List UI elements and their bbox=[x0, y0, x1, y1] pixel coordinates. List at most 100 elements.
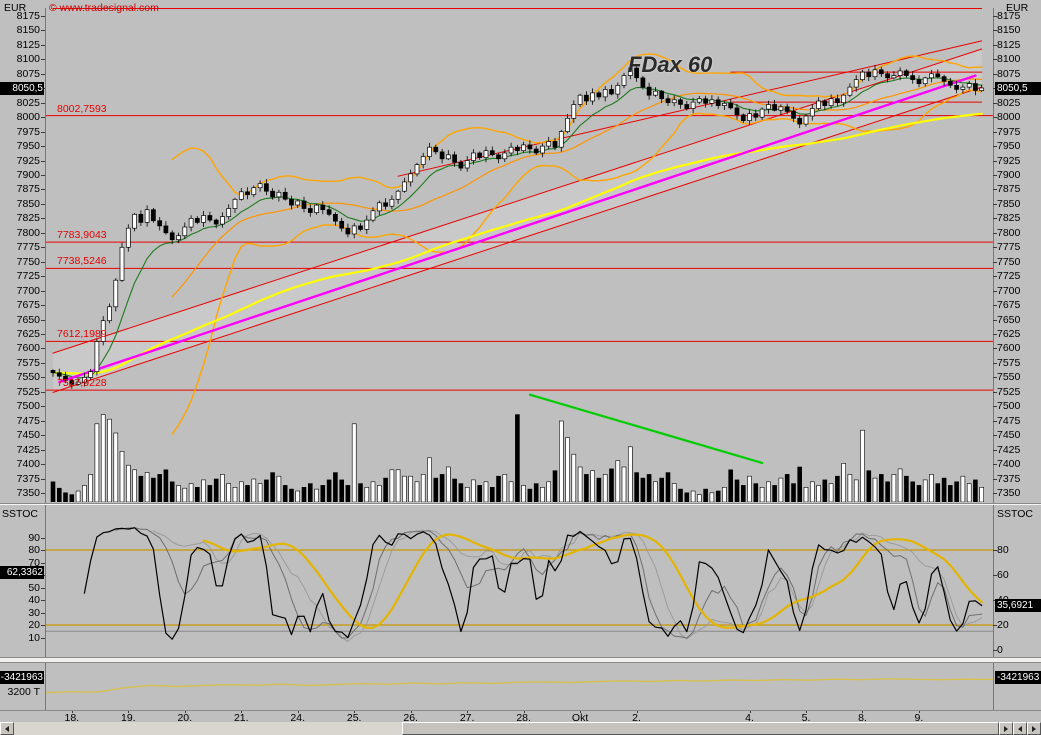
axis-tick bbox=[993, 233, 997, 234]
bollinger-upper-band bbox=[171, 53, 983, 197]
axis-tick bbox=[241, 710, 242, 713]
price-tick-left: 7925 bbox=[16, 154, 40, 167]
price-tick-left: 7850 bbox=[16, 197, 40, 210]
axis-tick bbox=[993, 464, 997, 465]
axis-tick bbox=[41, 189, 45, 190]
red-channel-top bbox=[52, 48, 983, 354]
open-interest-line bbox=[45, 678, 993, 694]
scroll-page-left-button[interactable] bbox=[1013, 722, 1027, 735]
price-tick-left: 7525 bbox=[16, 385, 40, 398]
level-label: 7612,1989 bbox=[57, 328, 107, 341]
price-tick-left: 7375 bbox=[16, 472, 40, 485]
price-tick-right: 7750 bbox=[997, 255, 1021, 268]
axis-tick bbox=[993, 175, 997, 176]
stoch-signal-line bbox=[202, 533, 983, 629]
scroll-left-button[interactable] bbox=[0, 722, 14, 735]
axis-tick bbox=[993, 363, 997, 364]
date-label: 28. bbox=[516, 712, 531, 724]
axis-tick bbox=[919, 710, 920, 713]
axis-tick bbox=[41, 392, 45, 393]
axis-tick bbox=[524, 710, 525, 713]
copyright-link[interactable]: © www.tradesignal.com bbox=[49, 2, 159, 14]
price-axis-unit-right: EUR bbox=[1006, 2, 1029, 14]
stoch-tick-right: 20 bbox=[997, 619, 1009, 631]
axis-tick bbox=[993, 493, 997, 494]
axis-tick bbox=[41, 538, 45, 539]
axis-tick bbox=[806, 710, 807, 713]
axis-tick bbox=[993, 276, 997, 277]
axis-tick bbox=[993, 161, 997, 162]
axis-tick bbox=[41, 103, 45, 104]
magenta-trendline bbox=[58, 74, 977, 384]
price-tick-right: 8175 bbox=[997, 10, 1021, 22]
date-label: 24. bbox=[290, 712, 306, 724]
price-tick-left: 7475 bbox=[16, 414, 40, 427]
stoch-value-badge-left: 62,3362 bbox=[0, 566, 44, 579]
axis-tick bbox=[41, 348, 45, 349]
price-tick-left: 7800 bbox=[16, 226, 40, 239]
axis-tick bbox=[41, 334, 45, 335]
price-tick-right: 7500 bbox=[997, 400, 1021, 413]
panel-splitter[interactable] bbox=[0, 657, 1041, 663]
axis-tick bbox=[862, 710, 863, 713]
axis-tick bbox=[41, 276, 45, 277]
axis-tick bbox=[41, 74, 45, 75]
axis-tick bbox=[41, 218, 45, 219]
price-tick-left: 7650 bbox=[16, 313, 40, 326]
price-tick-right: 8075 bbox=[997, 67, 1021, 80]
price-tick-left: 7950 bbox=[16, 140, 40, 153]
lower-panel-value-badge-right: -3421963 bbox=[995, 671, 1041, 684]
left-arrow-icon bbox=[1018, 726, 1022, 732]
stoch-value-badge-right: 35,6921 bbox=[995, 599, 1041, 612]
price-tick-right: 7650 bbox=[997, 313, 1021, 326]
price-tick-left: 8100 bbox=[16, 53, 40, 66]
axis-tick bbox=[993, 435, 997, 436]
axis-tick bbox=[41, 625, 45, 626]
right-axis-border bbox=[993, 8, 994, 710]
axis-tick bbox=[993, 189, 997, 190]
axis-tick bbox=[41, 638, 45, 639]
red-channel-bottom bbox=[52, 86, 983, 393]
price-axis-unit-left: EUR bbox=[4, 2, 27, 14]
date-label: 9. bbox=[914, 712, 924, 724]
price-tick-left: 7625 bbox=[16, 328, 40, 340]
price-tick-right: 8025 bbox=[997, 96, 1021, 109]
price-tick-right: 8100 bbox=[997, 53, 1021, 66]
price-tick-left: 7750 bbox=[16, 255, 40, 268]
stoch-tick-left: 70 bbox=[28, 556, 40, 569]
axis-tick bbox=[993, 479, 997, 480]
price-tick-left: 7675 bbox=[16, 299, 40, 312]
price-tick-left: 7725 bbox=[16, 270, 40, 283]
scrollbar-thumb[interactable] bbox=[402, 722, 999, 735]
axis-tick bbox=[41, 291, 45, 292]
scroll-right-button[interactable] bbox=[999, 722, 1013, 735]
axis-tick bbox=[41, 30, 45, 31]
scroll-page-right-button[interactable] bbox=[1027, 722, 1041, 735]
price-tick-left: 8175 bbox=[16, 10, 40, 22]
price-tick-right: 7425 bbox=[997, 443, 1021, 456]
price-tick-left: 8075 bbox=[16, 67, 40, 80]
axis-tick bbox=[41, 550, 45, 551]
axis-tick bbox=[41, 132, 45, 133]
level-label: 7783,9043 bbox=[57, 229, 107, 242]
stoch-tick-left: 20 bbox=[28, 619, 40, 631]
stoch-tick-left: 10 bbox=[28, 631, 40, 644]
price-tick-left: 7550 bbox=[16, 371, 40, 384]
level-label: 8002,7593 bbox=[57, 102, 107, 115]
horizontal-scrollbar[interactable] bbox=[0, 722, 1041, 735]
axis-tick bbox=[41, 233, 45, 234]
price-tick-right: 7525 bbox=[997, 385, 1021, 398]
price-tick-left: 7350 bbox=[16, 487, 40, 499]
panel-divider[interactable] bbox=[0, 503, 1041, 504]
right-arrow-icon bbox=[1032, 726, 1036, 732]
stoch-tick-left: 40 bbox=[28, 594, 40, 606]
axis-tick bbox=[993, 406, 997, 407]
price-tick-right: 7450 bbox=[997, 429, 1021, 442]
price-tick-right: 7625 bbox=[997, 328, 1021, 340]
axis-tick bbox=[298, 710, 299, 713]
axis-tick bbox=[41, 320, 45, 321]
axis-tick bbox=[637, 710, 638, 713]
date-label: 20. bbox=[177, 712, 193, 724]
